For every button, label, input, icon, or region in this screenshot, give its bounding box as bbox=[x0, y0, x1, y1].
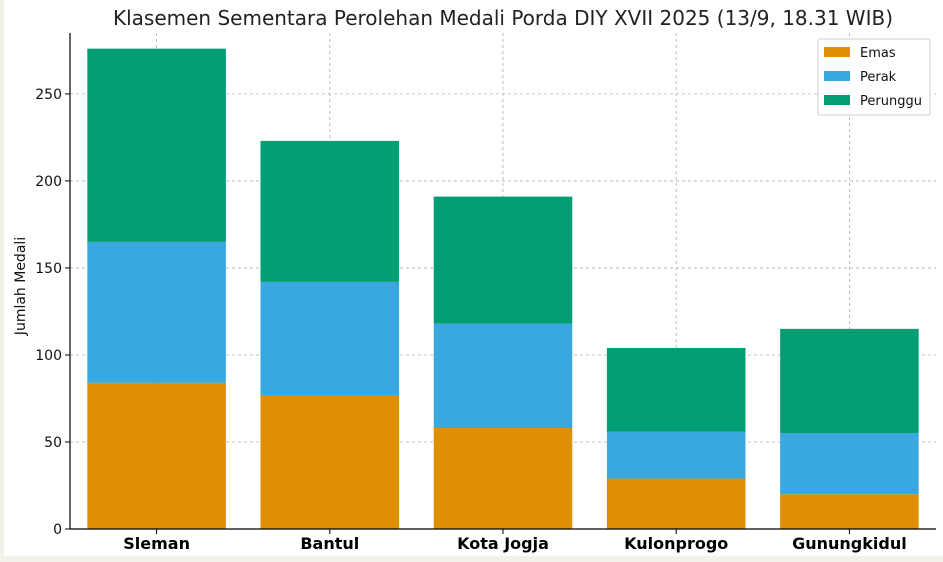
y-tick-label: 150 bbox=[35, 261, 62, 277]
bars bbox=[87, 48, 919, 529]
x-tick-label: Kota Jogja bbox=[457, 534, 549, 553]
bar-emas-bantul bbox=[260, 394, 400, 529]
legend-swatch-perak bbox=[824, 71, 850, 81]
bar-perunggu-bantul bbox=[260, 140, 400, 282]
y-axis-label: Jumlah Medali bbox=[13, 237, 29, 336]
bar-perunggu-kulonprogo bbox=[606, 348, 746, 432]
x-tick-label: Sleman bbox=[123, 534, 190, 553]
x-tick-label: Gunungkidul bbox=[792, 534, 907, 553]
x-tick-label: Bantul bbox=[300, 534, 359, 553]
bar-perak-bantul bbox=[260, 281, 400, 395]
bar-perak-gunungkidul bbox=[780, 433, 919, 495]
y-tick-label: 0 bbox=[53, 522, 62, 538]
legend-label-perak: Perak bbox=[860, 70, 897, 85]
legend-label-perunggu: Perunggu bbox=[860, 94, 922, 109]
bar-emas-gunungkidul bbox=[780, 494, 919, 529]
y-tick-label: 250 bbox=[35, 87, 62, 103]
bar-perunggu-kota-jogja bbox=[433, 196, 573, 324]
y-tick-label: 50 bbox=[44, 435, 62, 451]
bar-perunggu-gunungkidul bbox=[780, 328, 919, 434]
tick-labels: 0 50 100 150 200 250 Sleman Bantul Kota Jogja Kul… bbox=[35, 87, 906, 553]
legend-swatch-emas bbox=[824, 47, 850, 57]
bar-emas-kota-jogja bbox=[433, 428, 573, 529]
chart-title: Klasemen Sementara Perolehan Medali Pord… bbox=[113, 6, 893, 30]
bar-emas-kulonprogo bbox=[606, 478, 746, 529]
x-tick-label: Kulonprogo bbox=[624, 534, 728, 553]
y-tick-label: 100 bbox=[35, 348, 62, 364]
bar-emas-sleman bbox=[87, 382, 226, 529]
legend-swatch-perunggu bbox=[824, 95, 850, 105]
bar-perak-kulonprogo bbox=[606, 431, 746, 479]
legend-label-emas: Emas bbox=[860, 46, 896, 61]
y-tick-label: 200 bbox=[35, 174, 62, 190]
bar-perak-sleman bbox=[87, 241, 226, 383]
legend: Emas Perak Perunggu bbox=[817, 38, 931, 116]
bar-perak-kota-jogja bbox=[433, 323, 573, 429]
bar-perunggu-sleman bbox=[87, 48, 226, 242]
